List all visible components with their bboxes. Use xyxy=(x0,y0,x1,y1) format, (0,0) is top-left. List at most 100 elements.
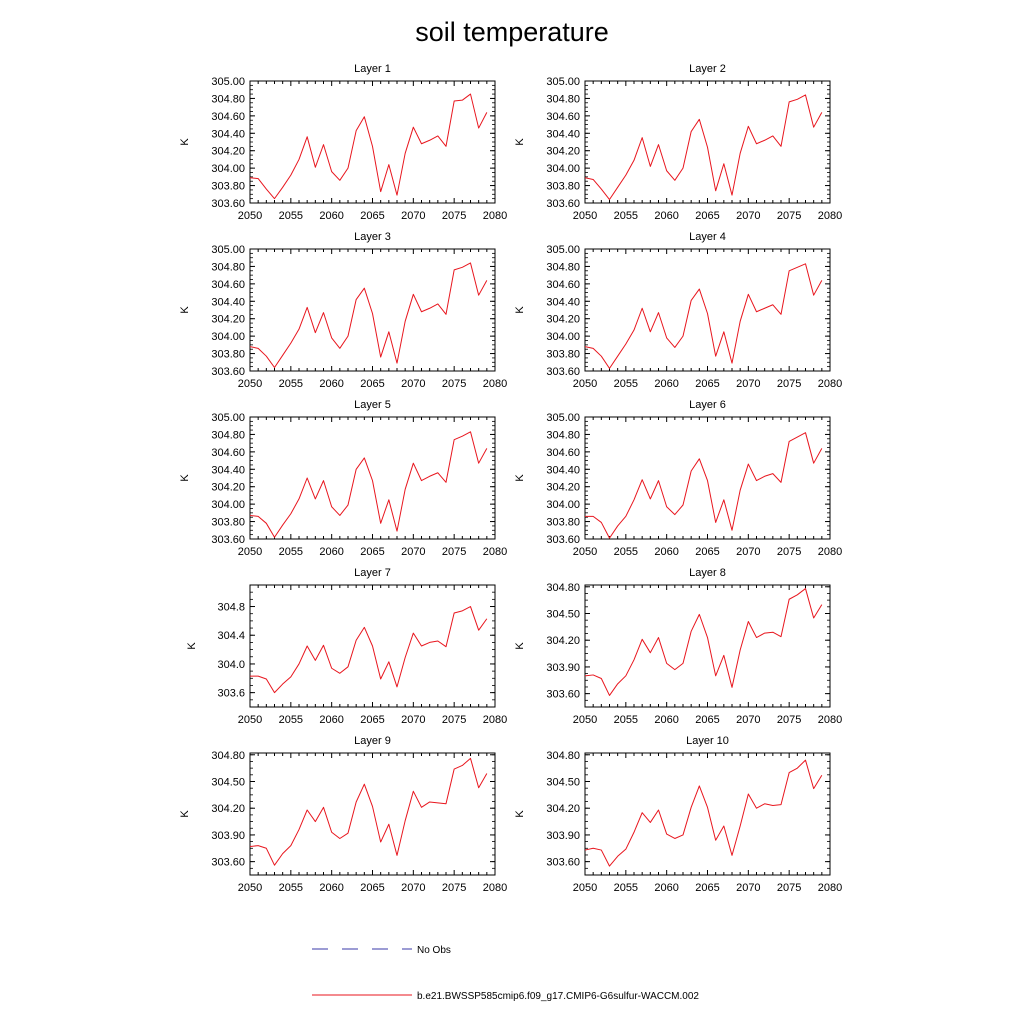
x-tick-label: 2080 xyxy=(818,546,842,558)
series-line xyxy=(249,93,488,200)
y-axis-label: K xyxy=(179,306,191,314)
y-tick-label: 304.50 xyxy=(546,608,580,620)
y-tick-label: 304.80 xyxy=(546,582,580,594)
y-tick-label: 304.4 xyxy=(217,630,245,642)
y-tick-label: 303.80 xyxy=(211,517,245,529)
y-axis-label: K xyxy=(186,642,198,650)
x-tick-label: 2080 xyxy=(483,546,507,558)
y-tick-label: 305.00 xyxy=(546,412,580,424)
chart-panel-3: Layer 3 K 2050 2055 2060 2065 2070 2075 2080 303.… xyxy=(179,231,507,390)
x-tick-label: 2080 xyxy=(483,714,507,726)
y-tick-label: 304.80 xyxy=(211,93,245,105)
x-tick-label: 2075 xyxy=(777,210,801,222)
y-tick-label: 304.20 xyxy=(546,482,580,494)
x-tick-label: 2070 xyxy=(401,546,425,558)
x-tick-label: 2070 xyxy=(736,378,760,390)
y-tick-label: 304.20 xyxy=(546,803,580,815)
x-tick-label: 2050 xyxy=(573,378,597,390)
series-line xyxy=(249,262,488,369)
plot-frame xyxy=(249,416,496,540)
chart-panel-5: Layer 5 K 2050 2055 2060 2065 2070 2075 2080 303.… xyxy=(179,399,507,558)
y-tick-label: 303.60 xyxy=(546,857,580,869)
y-tick-label: 303.80 xyxy=(211,349,245,361)
x-tick-label: 2065 xyxy=(360,378,384,390)
x-tick-label: 2055 xyxy=(614,546,638,558)
x-tick-label: 2050 xyxy=(573,714,597,726)
chart-panel-4: Layer 4 K 2050 2055 2060 2065 2070 2075 2080 303.… xyxy=(514,231,842,390)
x-tick-label: 2065 xyxy=(360,882,384,894)
x-tick-label: 2080 xyxy=(818,714,842,726)
panel-title: Layer 8 xyxy=(689,567,726,579)
y-tick-label: 303.6 xyxy=(217,688,245,700)
y-tick-label: 304.80 xyxy=(211,750,245,762)
chart-panel-7: Layer 7 K 2050 2055 2060 2065 2070 2075 2080 303.… xyxy=(186,567,507,726)
chart-panel-10: Layer 10 K 2050 2055 2060 2065 2070 2075 2080 303… xyxy=(514,735,842,894)
chart-panel-2: Layer 2 K 2050 2055 2060 2065 2070 2075 2080 303.… xyxy=(514,63,842,222)
plot-frame xyxy=(584,248,831,372)
x-tick-label: 2080 xyxy=(818,882,842,894)
y-axis-label: K xyxy=(514,138,526,146)
x-tick-label: 2075 xyxy=(442,210,466,222)
y-tick-label: 304.0 xyxy=(217,659,245,671)
y-tick-label: 304.20 xyxy=(211,803,245,815)
y-axis-label: K xyxy=(179,474,191,482)
y-axis-label: K xyxy=(514,810,526,818)
series-line xyxy=(584,759,823,867)
series-line xyxy=(250,606,488,694)
y-tick-label: 303.60 xyxy=(546,198,580,210)
y-tick-label: 304.60 xyxy=(211,447,245,459)
y-tick-label: 304.60 xyxy=(546,279,580,291)
y-tick-label: 304.80 xyxy=(211,261,245,273)
y-tick-label: 304.00 xyxy=(211,163,245,175)
x-tick-label: 2060 xyxy=(654,882,678,894)
y-tick-label: 304.40 xyxy=(546,464,580,476)
x-tick-label: 2065 xyxy=(695,882,719,894)
chart-panel-6: Layer 6 K 2050 2055 2060 2065 2070 2075 2080 303.… xyxy=(514,399,842,558)
plot-frame xyxy=(249,752,496,876)
x-tick-label: 2060 xyxy=(319,546,343,558)
series-line xyxy=(585,432,823,539)
y-axis-label: K xyxy=(514,642,526,650)
x-tick-label: 2080 xyxy=(483,882,507,894)
x-tick-label: 2070 xyxy=(736,882,760,894)
x-tick-label: 2075 xyxy=(442,714,466,726)
x-tick-label: 2065 xyxy=(360,210,384,222)
y-tick-label: 304.00 xyxy=(546,163,580,175)
x-tick-label: 2050 xyxy=(238,714,262,726)
series-line xyxy=(584,94,823,201)
x-tick-label: 2070 xyxy=(401,882,425,894)
x-tick-label: 2050 xyxy=(573,210,597,222)
y-tick-label: 304.20 xyxy=(211,314,245,326)
y-tick-label: 304.20 xyxy=(546,314,580,326)
legend: No Obs b.e21.BWSSP585cmip6.f09_g17.CMIP6… xyxy=(312,945,699,1002)
legend-obs-label: No Obs xyxy=(417,945,451,956)
x-tick-label: 2070 xyxy=(736,546,760,558)
y-tick-label: 304.80 xyxy=(546,261,580,273)
plot-frame xyxy=(249,80,496,204)
plot-frame xyxy=(584,752,831,876)
x-tick-label: 2075 xyxy=(442,546,466,558)
y-tick-label: 304.8 xyxy=(217,602,245,614)
y-tick-label: 303.80 xyxy=(211,181,245,193)
x-tick-label: 2055 xyxy=(279,378,303,390)
x-tick-label: 2055 xyxy=(614,882,638,894)
y-axis-label: K xyxy=(179,138,191,146)
y-axis-label: K xyxy=(514,306,526,314)
y-tick-label: 304.60 xyxy=(546,447,580,459)
y-tick-label: 304.20 xyxy=(211,482,245,494)
x-tick-label: 2050 xyxy=(238,882,262,894)
x-tick-label: 2060 xyxy=(319,378,343,390)
y-axis-label: K xyxy=(514,474,526,482)
x-tick-label: 2080 xyxy=(483,210,507,222)
y-tick-label: 304.20 xyxy=(211,146,245,158)
plot-frame xyxy=(584,80,831,204)
x-tick-label: 2050 xyxy=(573,882,597,894)
y-tick-label: 303.60 xyxy=(211,534,245,546)
y-tick-label: 304.40 xyxy=(546,296,580,308)
y-tick-label: 303.60 xyxy=(546,689,580,701)
x-tick-label: 2080 xyxy=(818,210,842,222)
panel-title: Layer 5 xyxy=(354,399,391,411)
y-tick-label: 304.00 xyxy=(211,499,245,511)
figure-title: soil temperature xyxy=(415,17,609,47)
x-tick-label: 2070 xyxy=(736,210,760,222)
